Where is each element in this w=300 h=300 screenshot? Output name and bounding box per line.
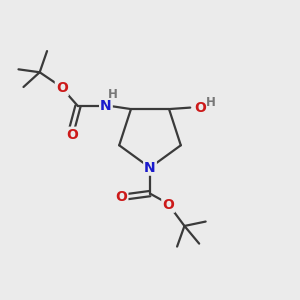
Text: O: O [116,190,128,203]
Text: O: O [56,82,68,95]
Text: O: O [194,100,206,115]
Text: O: O [162,198,174,212]
Text: O: O [66,128,78,142]
Text: N: N [144,161,156,175]
Text: H: H [206,96,216,109]
Text: H: H [107,88,117,101]
Text: N: N [100,99,112,113]
